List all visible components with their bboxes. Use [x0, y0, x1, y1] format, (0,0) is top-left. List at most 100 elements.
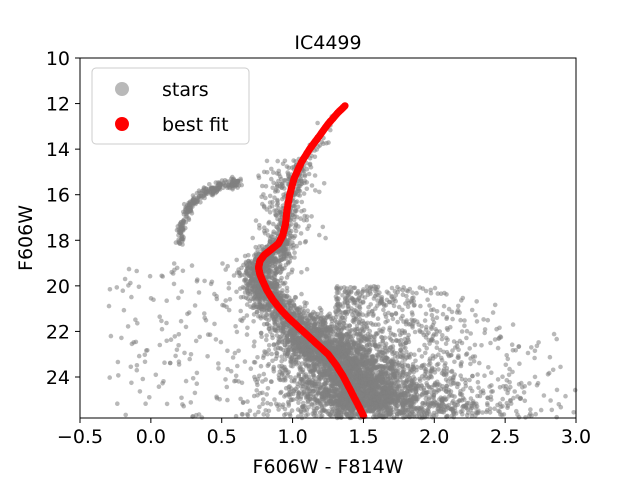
star-point: [323, 324, 329, 330]
star-point: [311, 394, 316, 400]
star-point: [280, 325, 286, 331]
star-point: [311, 315, 316, 321]
star-point: [269, 284, 275, 290]
star-point: [368, 406, 373, 412]
star-point: [235, 363, 240, 369]
star-point: [305, 308, 311, 314]
star-point: [226, 286, 232, 291]
star-point: [411, 374, 416, 380]
star-point: [423, 396, 429, 401]
star-point: [319, 413, 325, 418]
star-point: [261, 371, 267, 377]
star-point: [477, 360, 482, 366]
star-point: [242, 253, 248, 259]
star-point: [264, 312, 270, 318]
star-point: [554, 387, 560, 393]
star-point: [311, 356, 316, 361]
star-point: [336, 391, 342, 397]
star-point: [462, 318, 467, 323]
star-point: [255, 283, 261, 288]
star-point: [274, 333, 280, 338]
star-point: [379, 369, 384, 375]
star-point: [231, 273, 237, 278]
star-point: [260, 401, 266, 407]
star-point: [312, 386, 318, 392]
star-point: [456, 381, 461, 387]
star-point: [423, 350, 428, 356]
star-point: [306, 324, 312, 330]
star-point: [284, 285, 290, 291]
star-point: [329, 410, 335, 415]
star-point: [297, 365, 302, 370]
star-point: [399, 374, 405, 380]
star-point: [452, 394, 457, 399]
star-point: [287, 411, 293, 417]
star-point: [441, 410, 447, 415]
star-point: [301, 389, 307, 395]
star-point: [301, 310, 307, 316]
star-point: [323, 372, 328, 377]
star-point: [279, 320, 285, 325]
star-point: [329, 398, 334, 404]
star-point: [266, 347, 272, 353]
star-point: [284, 288, 290, 294]
star-point: [270, 309, 276, 315]
star-point: [301, 407, 307, 412]
star-point: [278, 389, 284, 395]
star-point: [501, 412, 507, 417]
star-point: [277, 377, 282, 382]
star-point: [270, 315, 275, 320]
star-point: [291, 306, 296, 312]
star-point: [291, 387, 297, 393]
star-point: [329, 328, 334, 333]
star-point: [266, 343, 272, 348]
star-point: [306, 380, 312, 386]
star-point: [464, 335, 469, 341]
star-point: [248, 304, 253, 310]
star-point: [273, 346, 278, 352]
star-point: [321, 389, 327, 394]
star-point: [290, 341, 295, 346]
star-point: [268, 329, 273, 334]
star-point: [265, 274, 270, 280]
star-point: [315, 311, 320, 317]
star-point: [297, 316, 303, 321]
star-point: [282, 376, 288, 381]
star-point: [413, 358, 418, 364]
chart-title: IC4499: [294, 32, 361, 54]
star-point: [256, 251, 261, 257]
star-point: [283, 367, 288, 372]
star-point: [289, 335, 295, 341]
star-point: [258, 316, 264, 321]
star-point: [436, 367, 441, 372]
star-point: [451, 414, 457, 420]
star-point: [282, 302, 288, 307]
star-point: [305, 399, 311, 405]
star-point: [395, 399, 400, 404]
star-point: [458, 373, 464, 379]
star-point: [296, 351, 302, 357]
star-point: [488, 340, 493, 346]
star-point: [255, 355, 260, 360]
star-point: [279, 358, 284, 364]
star-point: [512, 389, 517, 394]
star-point: [330, 388, 335, 394]
star-point: [456, 398, 462, 403]
star-point: [563, 393, 568, 399]
star-point: [290, 345, 296, 351]
star-point: [299, 291, 304, 297]
star-point: [462, 323, 467, 329]
star-point: [252, 412, 258, 418]
star-point: [257, 244, 262, 249]
star-point: [319, 139, 325, 145]
star-point: [304, 166, 310, 172]
star-point: [277, 345, 283, 351]
star-point: [316, 374, 322, 380]
star-point: [324, 315, 330, 321]
star-point: [280, 288, 285, 293]
star-point: [268, 401, 274, 407]
star-point: [327, 338, 333, 343]
star-point: [329, 345, 334, 351]
star-point: [271, 342, 277, 348]
